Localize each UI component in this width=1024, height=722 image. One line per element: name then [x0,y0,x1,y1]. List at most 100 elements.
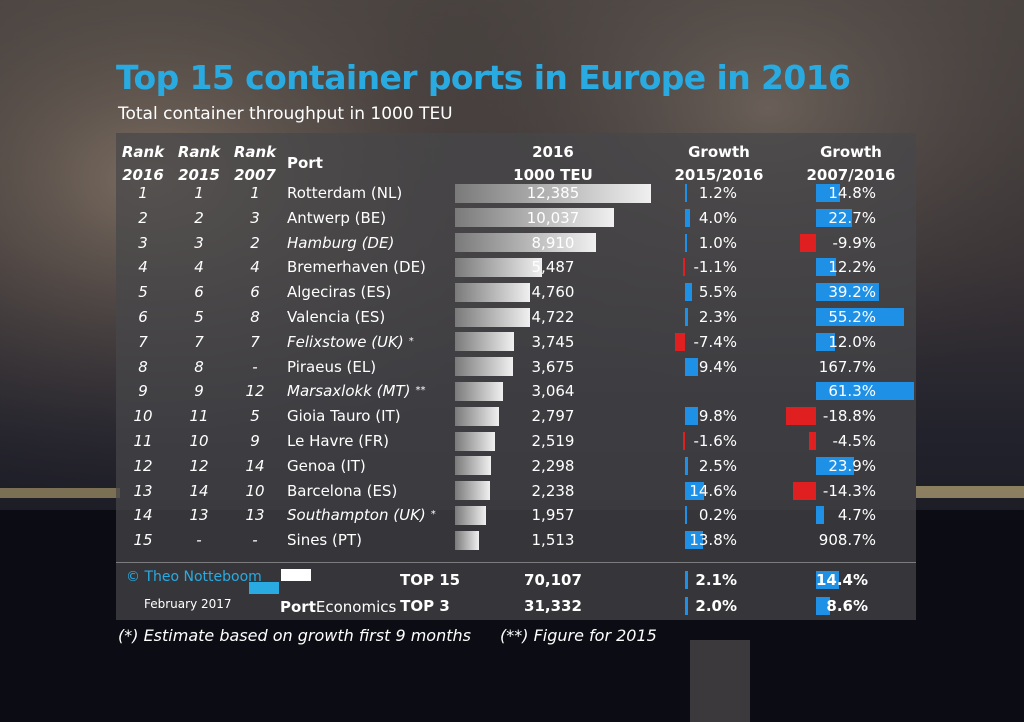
teu-value: 4,760 [531,283,575,302]
teu-value: 2,298 [531,456,575,475]
totals-label: TOP 3 [400,597,450,615]
growth-2015-2016-bar [685,184,687,202]
teu-bar [455,357,514,377]
teu-bar [455,183,651,203]
teu-value: 3,675 [531,357,575,376]
growth-2015-2016-value: 13.8% [689,531,737,550]
growth-2007-2016-value: 22.7% [828,208,876,227]
teu-bar [455,208,614,228]
port-name: Valencia (ES) [287,308,386,326]
rank-2016: 6 [138,308,148,326]
port-name: Felixstowe (UK) * [287,332,414,351]
rank-2015: 11 [189,407,209,426]
totals-teu: 70,107 [524,571,582,589]
growth-2015-2016-value: 9.4% [698,357,737,376]
rank-2015: 7 [194,332,204,351]
header-growth-2015-2016-line1: Growth [688,143,750,161]
growth-2015-2016-value: -1.6% [693,432,737,450]
rank-2015: 8 [194,357,204,376]
rank-2007: 3 [250,208,260,227]
rank-2015: 5 [194,308,204,326]
header-teu-line2: 1000 TEU [513,166,593,184]
rank-2007: 12 [245,382,265,401]
rank-2016: 14 [133,506,153,525]
rank-2007: 8 [250,308,260,326]
teu-value: 5,487 [531,258,575,277]
growth-2015-2016-bar [685,308,689,326]
rank-2016: 12 [133,456,153,475]
growth-2007-2016-value: -9.9% [832,233,876,252]
totals-growth-2007-2016-value: 8.6% [826,597,868,615]
growth-2015-2016-value: 9.8% [698,407,737,426]
growth-2015-2016-value: 5.5% [698,283,737,302]
teu-bar [455,307,530,327]
growth-2015-2016-value: -7.4% [693,332,737,351]
rank-2007: 10 [245,481,265,500]
rank-2016: 9 [138,382,148,401]
header-rank-2015-line2: 2015 [178,166,220,184]
growth-2007-2016-bar [816,332,836,351]
growth-2015-2016-value: 1.2% [698,184,737,202]
growth-2015-2016-value: 2.5% [698,456,737,475]
teu-bar [455,431,495,451]
growth-2015-2016-bar [682,432,685,450]
footnote-estimate: (*) Estimate based on growth first 9 mon… [118,626,471,645]
growth-2007-2016-bar [816,208,853,227]
growth-2015-2016-value: 1.0% [698,233,737,252]
rank-2015: 3 [194,233,204,252]
growth-2015-2016-bar [683,258,685,277]
growth-2015-2016-bar [685,407,699,426]
rank-2016: 13 [133,481,153,500]
header-teu-line1: 2016 [532,143,574,161]
teu-value: 3,064 [531,382,575,401]
growth-2007-2016-value: 55.2% [828,308,876,326]
totals-teu: 31,332 [524,597,582,615]
growth-2007-2016-bar [785,407,816,426]
growth-2007-2016-bar [808,432,816,450]
growth-2015-2016-value: 0.2% [698,506,737,525]
teu-value: 1,957 [531,506,575,525]
growth-2007-2016-bar [816,456,855,475]
growth-2015-2016-bar [685,531,704,550]
growth-2015-2016-bar [685,283,693,302]
growth-2015-2016-bar [685,208,691,227]
teu-value: 2,797 [531,407,575,426]
totals-growth-2015-2016-value: 2.1% [695,571,737,589]
growth-2007-2016-bar [793,481,816,500]
rank-2007: 6 [250,283,260,302]
teu-bar [455,456,492,476]
port-name: Algeciras (ES) [287,283,392,302]
port-name: Bremerhaven (DE) [287,258,426,277]
rank-2007: 4 [250,258,260,277]
growth-2015-2016-bar [685,481,705,500]
totals-growth-2007-2016-bar [816,597,830,615]
chart-title: Top 15 container ports in Europe in 2016 [116,58,851,97]
growth-2015-2016-bar [685,456,689,475]
port-name: Rotterdam (NL) [287,184,403,202]
totals-growth-2015-2016-bar [685,571,688,589]
footnote-marker: * [430,509,436,521]
rank-2015: 13 [189,506,209,525]
teu-value: 1,513 [531,531,575,550]
rank-2015: 1 [194,184,204,202]
header-growth-2007-2016-line2: 2007/2016 [806,166,896,184]
rank-2007: 13 [245,506,265,525]
header-teu: 2016 1000 TEU [500,141,606,187]
header-rank-2007: Rank 2007 [230,141,280,187]
footnote-2015-figure: (**) Figure for 2015 [500,626,657,645]
teu-bar [455,282,531,302]
teu-value: 10,037 [526,208,580,227]
teu-value: 2,519 [531,432,575,450]
rank-2015: - [196,531,202,550]
teu-bar [455,233,596,253]
totals-growth-2015-2016-value: 2.0% [695,597,737,615]
growth-2007-2016-value: -14.3% [822,481,876,500]
teu-bar [455,406,500,426]
growth-2015-2016-bar [685,506,687,525]
rank-2016: 4 [138,258,148,277]
growth-2007-2016-bar [816,382,914,401]
teu-value: 3,745 [531,332,575,351]
portecon-logo-blue-block [249,582,279,594]
growth-2007-2016-bar [816,506,824,525]
rank-2015: 9 [194,382,204,401]
